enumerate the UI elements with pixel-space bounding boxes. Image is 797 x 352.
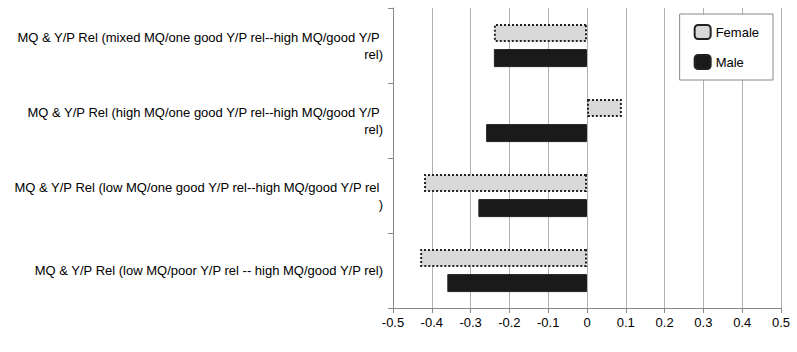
svg-text:0.3: 0.3 <box>694 315 712 330</box>
svg-text:-0.5: -0.5 <box>382 315 404 330</box>
svg-text:MQ & Y/P Rel (mixed MQ/one goo: MQ & Y/P Rel (mixed MQ/one good Y/P rel-… <box>17 30 383 45</box>
svg-text:rel): rel) <box>364 47 383 62</box>
svg-text:0: 0 <box>583 315 590 330</box>
svg-text:-0.1: -0.1 <box>537 315 559 330</box>
svg-text:Male: Male <box>716 55 744 70</box>
svg-text:0.4: 0.4 <box>733 315 751 330</box>
svg-text:-0.2: -0.2 <box>498 315 520 330</box>
svg-text:Female: Female <box>716 25 759 40</box>
svg-text:0.1: 0.1 <box>617 315 635 330</box>
svg-text:): ) <box>379 197 383 212</box>
svg-text:MQ & Y/P Rel (low MQ/one good: MQ & Y/P Rel (low MQ/one good Y/P rel--h… <box>14 180 383 195</box>
svg-text:-0.4: -0.4 <box>421 315 443 330</box>
svg-text:0.2: 0.2 <box>656 315 674 330</box>
svg-text:-0.3: -0.3 <box>459 315 481 330</box>
svg-text:rel): rel) <box>364 122 383 137</box>
svg-text:MQ & Y/P Rel (high MQ/one good: MQ & Y/P Rel (high MQ/one good Y/P rel--… <box>27 105 383 120</box>
svg-text:0.5: 0.5 <box>772 315 790 330</box>
svg-text:MQ & Y/P Rel (low MQ/poor Y/P: MQ & Y/P Rel (low MQ/poor Y/P rel -- hig… <box>35 263 383 278</box>
